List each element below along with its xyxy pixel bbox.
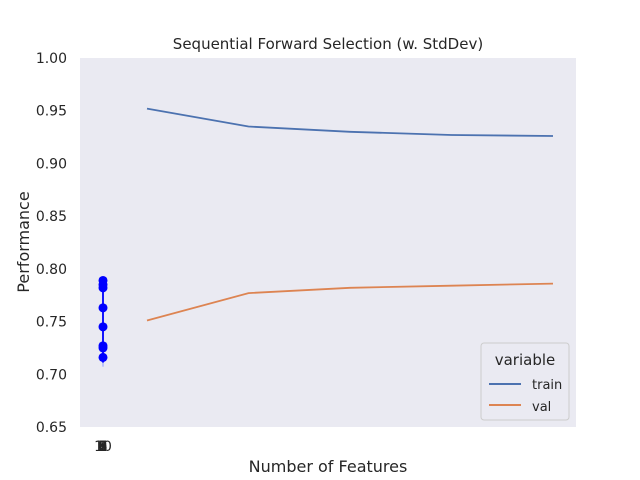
y-tick-label-6: 0.95 [36, 104, 67, 120]
y-tick-label-3: 0.80 [36, 262, 67, 278]
chart-title: Sequential Forward Selection (w. StdDev) [173, 35, 483, 53]
y-tick-label-4: 0.85 [36, 209, 67, 225]
x-tick-label-9: 9 [99, 439, 108, 455]
legend-box [480, 342, 570, 421]
series-line-val [146, 282, 554, 322]
legend-label-val: val [532, 400, 551, 415]
y-tick-label-5: 0.90 [36, 156, 67, 172]
x-tick-label-10: 10 [94, 439, 112, 455]
x-tick-label-5: 5 [99, 439, 108, 455]
y-tick-label-2: 0.75 [36, 315, 67, 331]
x-tick-label-4: 4 [99, 439, 108, 455]
y-axis-label: Performance [14, 191, 33, 292]
y-tick-label-1: 0.70 [36, 367, 67, 383]
stddev-markers [98, 275, 108, 367]
x-tick-label-2: 2 [99, 439, 108, 455]
stddev-point-2 [98, 283, 108, 293]
legend: variable train val [480, 342, 570, 421]
x-axis-label: Number of Features [249, 457, 408, 476]
x-tick-label-8: 8 [99, 439, 108, 455]
x-tick-label-3: 3 [99, 439, 108, 455]
x-tick-label-6: 6 [99, 439, 108, 455]
stddev-point-7 [98, 352, 108, 362]
legend-label-train: train [532, 378, 562, 393]
stddev-point-6 [98, 343, 108, 353]
stddev-point-4 [98, 322, 108, 332]
legend-title: variable [495, 351, 556, 369]
x-tick-label-7: 7 [99, 439, 108, 455]
y-tick-label-0: 0.65 [36, 420, 67, 436]
y-axis-ticks: 0.65 0.70 0.75 0.80 0.85 0.90 0.95 1.00 [36, 51, 67, 436]
y-tick-label-7: 1.00 [36, 51, 67, 67]
stddev-point-3 [98, 303, 108, 313]
x-tick-label-1: 1 [99, 439, 108, 455]
series-lines [146, 107, 554, 322]
series-line-train [146, 107, 554, 137]
